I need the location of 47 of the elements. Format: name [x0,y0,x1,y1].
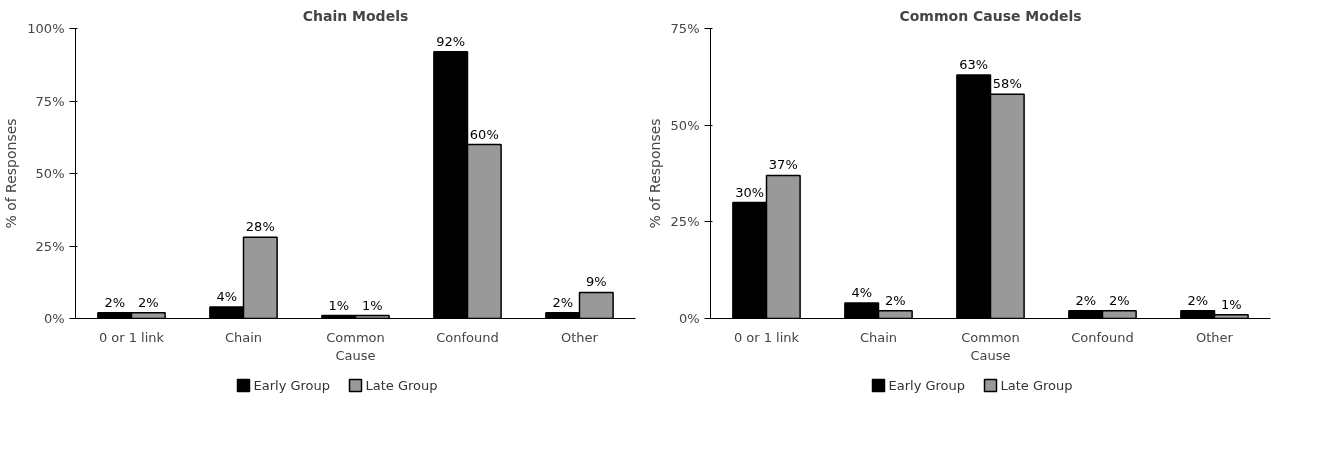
data-label: 2% [552,294,574,310]
chart-title: Common Cause Models [899,7,1082,24]
x-tick-label: Confound [436,329,499,345]
data-label: 2% [1187,292,1209,308]
legend-label: Late Group [365,378,438,393]
data-label: 2% [884,292,906,308]
data-label: 60% [469,126,499,142]
y-tick-label: 50% [670,117,700,133]
y-tick-label: 25% [35,238,65,254]
data-label: 9% [585,274,607,290]
x-tick-label: 0 or 1 link [98,329,165,345]
data-label: 1% [328,297,350,313]
x-tick-label: Common Cause [961,329,1020,363]
x-tick-label: Confound [1071,329,1134,345]
x-tick-label: Other [1196,329,1234,345]
data-label: 37% [768,157,798,173]
chart-title: Chain Models [302,7,409,24]
y-axis-title: % of Responses [3,118,20,229]
x-tick-label: Other [561,329,599,345]
data-label: 92% [436,33,466,49]
data-label: 4% [216,288,238,304]
data-label: 4% [851,285,873,301]
data-label: 1% [361,297,383,313]
x-tick-label: 0 or 1 link [733,329,800,345]
legend-label: Early Group [888,378,966,393]
y-tick-label: 75% [35,93,65,109]
x-tick-label: Chain [859,329,898,345]
x-tick-label: Chain [224,329,263,345]
data-label: 2% [1108,292,1130,308]
y-tick-label: 0% [678,311,700,326]
y-tick-label: 25% [670,214,700,230]
data-label: 1% [1220,296,1242,312]
y-axis-title: % of Responses [646,118,663,229]
legend-label: Late Group [1000,378,1073,393]
y-tick-label: 75% [670,21,700,36]
y-tick-label: 100% [27,21,65,36]
data-label: 28% [245,219,275,235]
data-label: 58% [992,76,1022,92]
y-tick-label: 50% [35,166,65,181]
x-tick-label: Common Cause [326,329,385,363]
data-label: 2% [104,294,126,310]
data-label: 2% [137,294,159,310]
data-label: 30% [735,184,765,200]
legend-label: Early Group [253,378,331,393]
data-label: 2% [1075,292,1097,308]
y-tick-label: 0% [43,311,65,326]
data-label: 63% [959,56,989,72]
